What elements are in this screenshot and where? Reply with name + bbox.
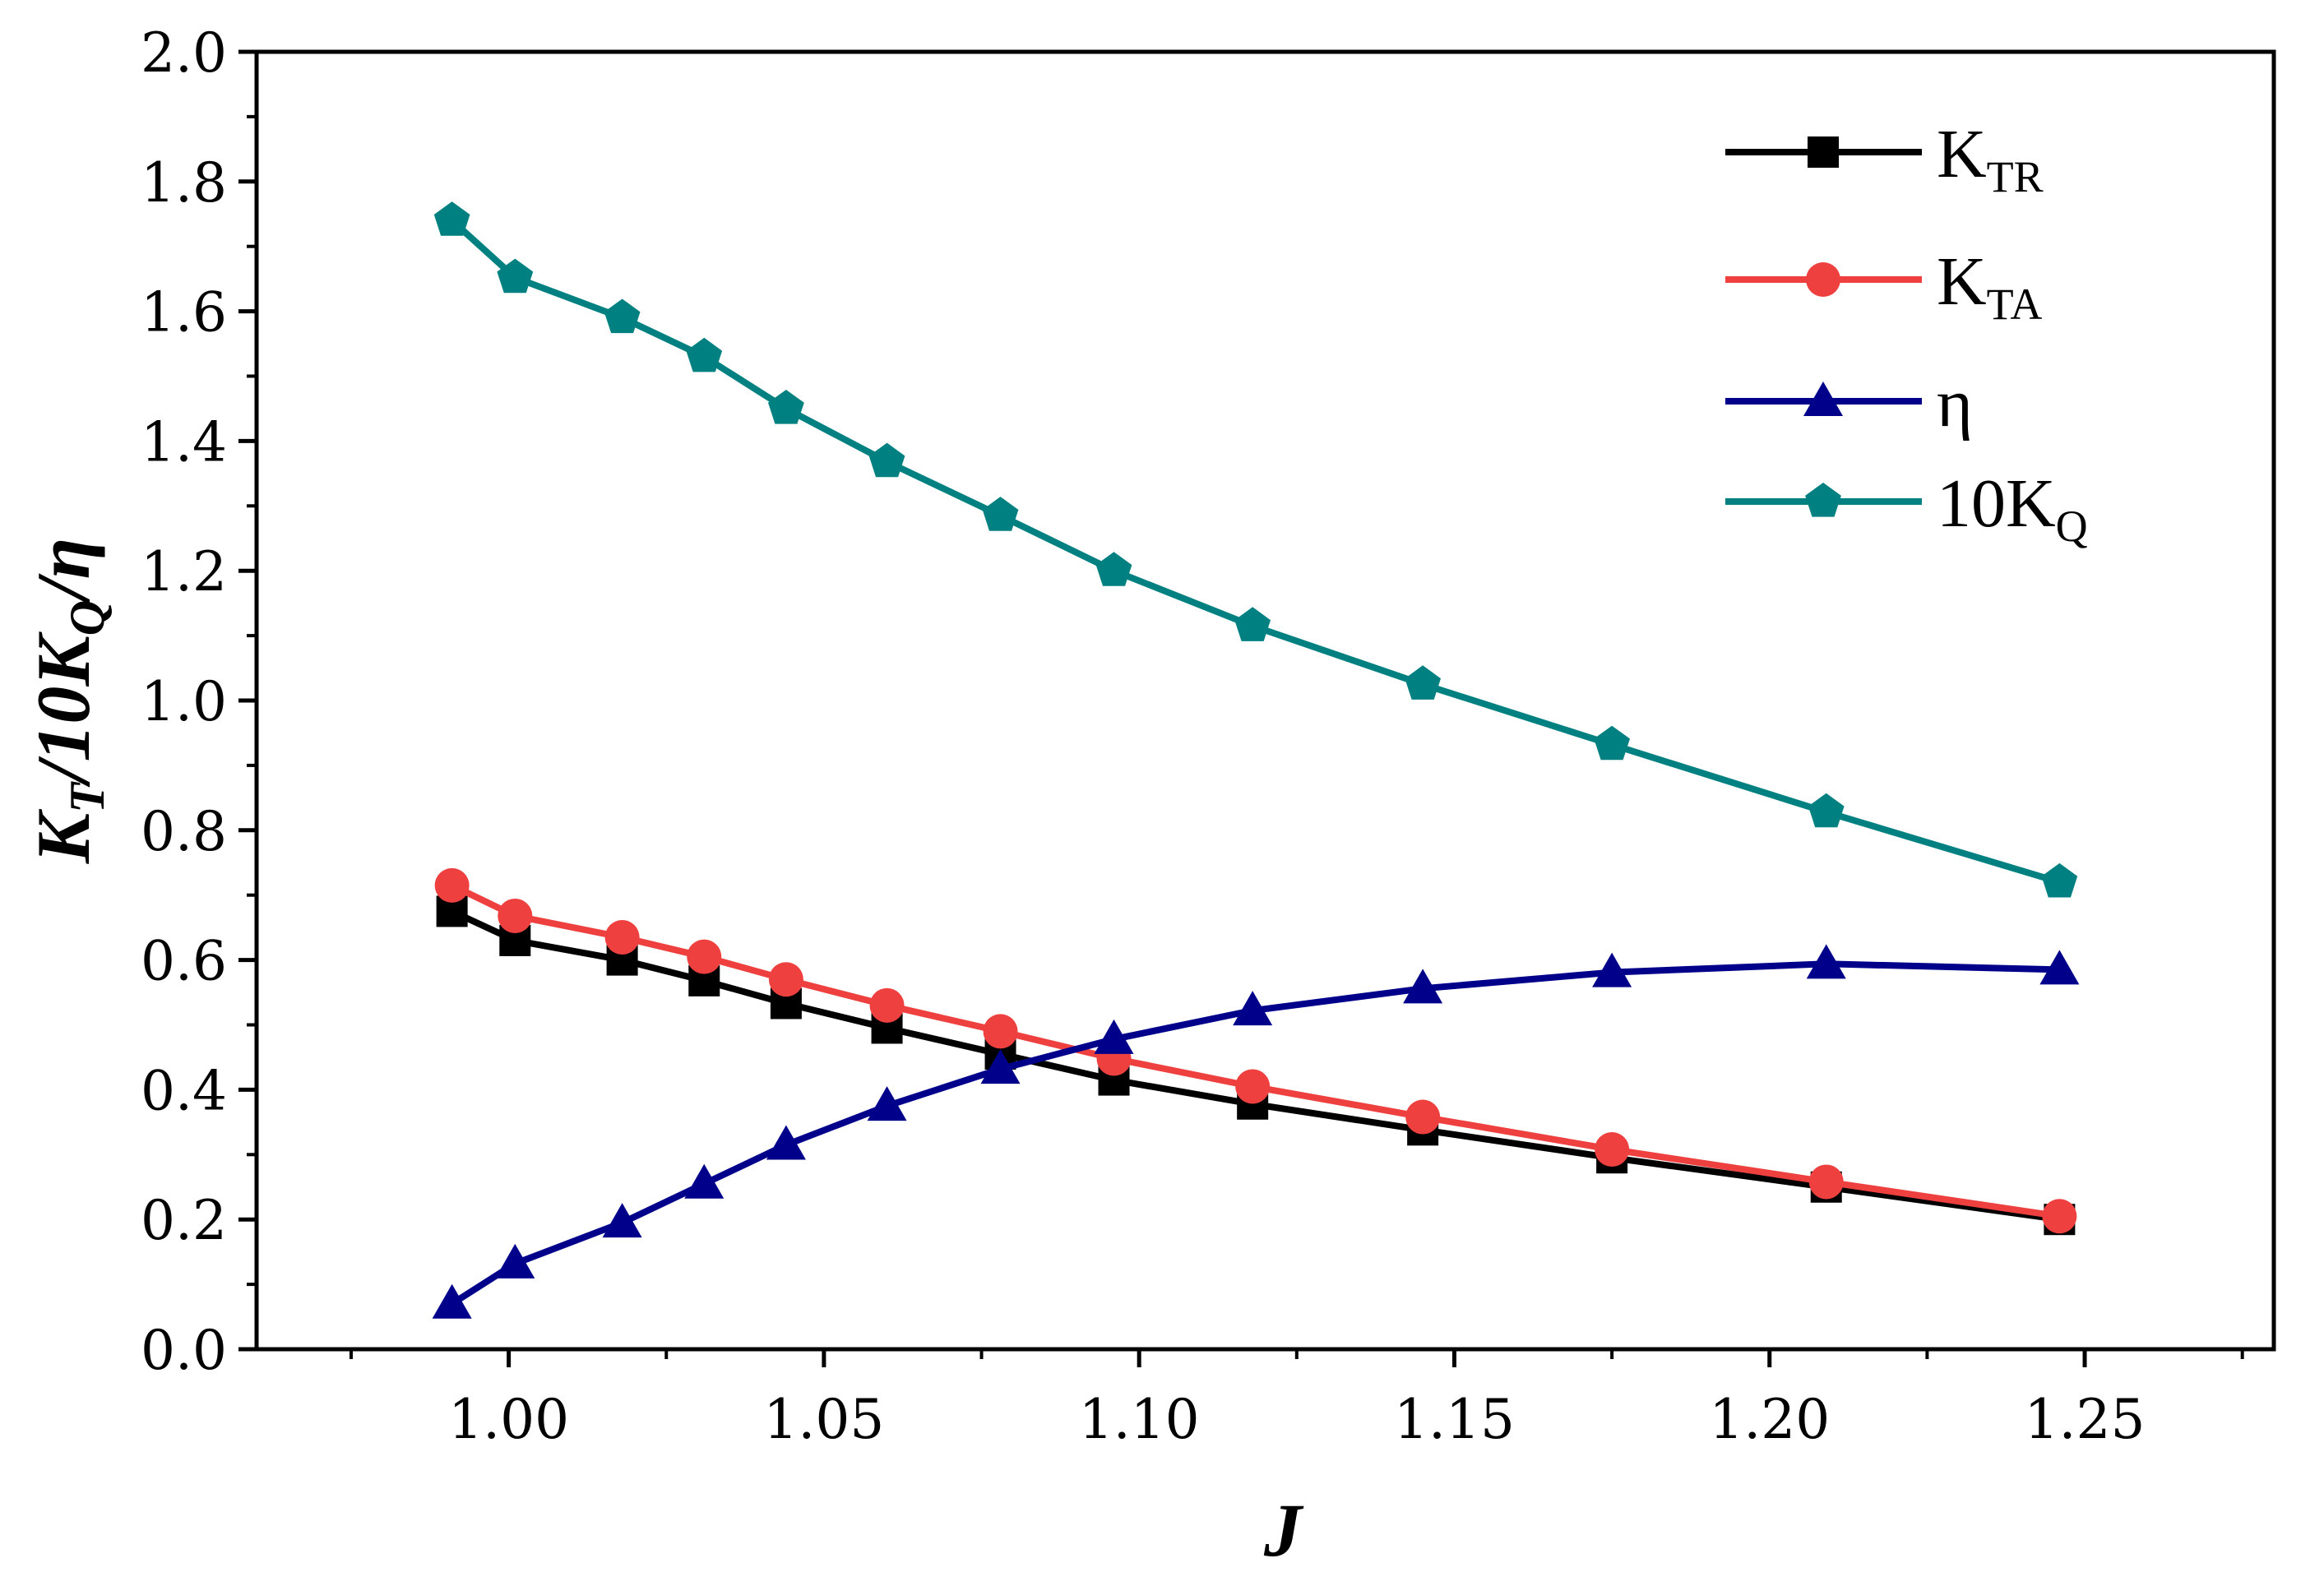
legend-item: KTA (1725, 243, 2042, 329)
data-point (1235, 1069, 1271, 1104)
legend-label: 10KQ (1937, 465, 2088, 551)
data-point (434, 867, 470, 903)
data-point (1405, 665, 1441, 700)
data-point (1405, 1099, 1441, 1135)
data-point (1808, 1164, 1844, 1200)
data-point (602, 1203, 642, 1238)
data-point (1808, 793, 1845, 828)
data-point (684, 1163, 725, 1199)
data-point (768, 390, 804, 424)
data-point (1094, 1019, 1134, 1054)
legend-label: KTA (1937, 243, 2042, 329)
y-tick-label: 1.4 (141, 410, 227, 474)
legend-marker (1805, 483, 1841, 517)
legend-label: KTR (1937, 116, 2044, 201)
x-axis-ticks: 1.00 1.05 1.10 1.15 1.20 1.25 (349, 1349, 2244, 1451)
data-point (766, 1125, 806, 1160)
series-line (449, 218, 2061, 885)
data-point (867, 1086, 907, 1121)
data-point (868, 442, 905, 478)
series-1 (434, 867, 2077, 1234)
data-point (1592, 952, 1632, 987)
data-point (1403, 969, 1443, 1004)
legend-item: 10KQ (1725, 465, 2088, 551)
legend-label: η (1937, 365, 1973, 442)
x-tick-label: 1.10 (1079, 1388, 1200, 1451)
data-point (687, 939, 722, 974)
y-tick-label: 0.6 (141, 930, 227, 993)
x-tick-label: 1.25 (2025, 1388, 2146, 1451)
series-2 (432, 944, 2080, 1319)
data-point (604, 919, 640, 955)
data-point (982, 497, 1019, 531)
data-point (768, 962, 803, 997)
series-3 (433, 201, 2078, 898)
y-tick-label: 0.4 (141, 1059, 227, 1122)
data-point (2041, 862, 2078, 898)
y-tick-label: 1.2 (141, 540, 227, 603)
x-axis-title: J (1263, 1488, 1304, 1572)
legend-item: KTR (1725, 116, 2044, 201)
legend-marker (1803, 381, 1843, 416)
data-point (1595, 1131, 1630, 1167)
data-point (980, 1049, 1021, 1084)
y-tick-label: 0.8 (141, 800, 227, 863)
y-tick-label: 1.6 (141, 281, 227, 344)
data-point (1095, 552, 1132, 586)
data-point (495, 1243, 535, 1279)
data-point (869, 987, 905, 1023)
y-axis-ticks: 0.0 0.2 0.4 0.6 0.8 1.0 1.2 1.4 1.6 1.8 2.0 (141, 21, 257, 1382)
y-axis-title: KT/10KQ/η (21, 538, 114, 864)
data-point (1234, 607, 1271, 641)
data-point (2039, 950, 2080, 985)
legend-marker (1808, 136, 1839, 168)
data-point (1233, 991, 1273, 1026)
data-point (2042, 1199, 2077, 1234)
y-tick-label: 0.2 (141, 1189, 227, 1252)
legend-item: η (1725, 365, 1973, 442)
data-point (433, 201, 470, 236)
y-tick-label: 2.0 (141, 21, 227, 85)
data-point (498, 898, 533, 933)
y-tick-label: 1.8 (141, 151, 227, 215)
legend: KTR KTA η 10KQ (1725, 116, 2088, 551)
data-point (497, 258, 534, 294)
x-tick-label: 1.20 (1709, 1388, 1830, 1451)
y-tick-label: 1.0 (141, 670, 227, 733)
x-tick-label: 1.00 (448, 1388, 569, 1451)
data-point (432, 1283, 472, 1319)
data-point (1594, 725, 1630, 761)
legend-marker (1806, 262, 1840, 297)
y-tick-label: 0.0 (141, 1319, 227, 1382)
x-tick-label: 1.15 (1394, 1388, 1515, 1451)
series-layer (432, 201, 2080, 1319)
data-point (686, 337, 723, 372)
data-point (983, 1014, 1018, 1049)
data-point (604, 298, 641, 334)
x-tick-label: 1.05 (763, 1388, 884, 1451)
data-point (1806, 944, 1846, 979)
